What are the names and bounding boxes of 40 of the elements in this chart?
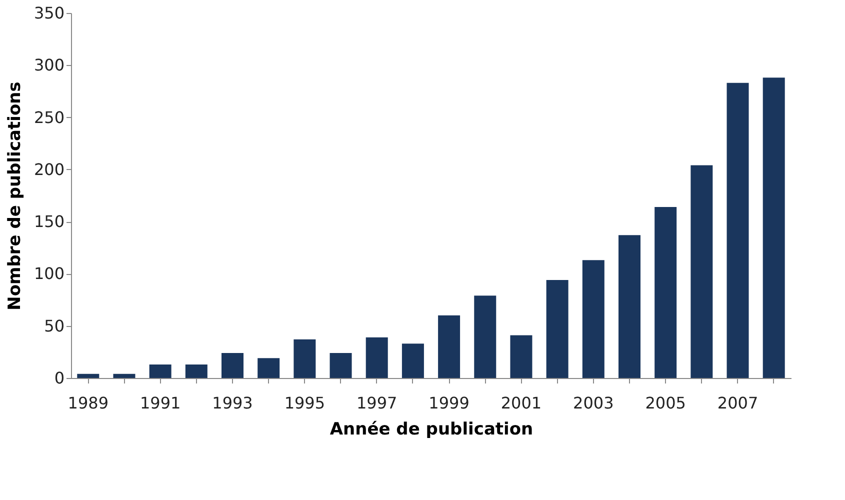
bar [402,344,424,378]
bar [438,315,460,378]
y-tick-label: 200 [34,160,64,179]
x-axis-title: Année de publication [330,420,534,440]
y-tick-label: 0 [54,368,64,388]
bar [474,296,496,378]
bar [294,339,316,378]
x-tick-label: 1999 [428,394,470,412]
x-tick-label: 2001 [500,394,542,412]
bar [582,260,604,378]
x-tick-label: 2005 [645,394,686,412]
y-tick-label: 300 [34,56,64,75]
bar [258,358,280,378]
bar [546,280,568,378]
bar [726,82,749,378]
bar [654,206,677,378]
bar [113,374,136,378]
y-tick-label: 350 [34,4,64,22]
bar [366,337,388,378]
bar [762,78,785,378]
bar [185,364,208,378]
x-tick-label: 1989 [68,394,108,412]
bar [149,364,172,378]
y-axis-title: Nombre de publications [4,82,25,310]
x-tick-label: 1995 [284,394,326,412]
bar [77,374,100,378]
bar [330,352,352,378]
x-tick-label: 1993 [212,394,253,412]
bar [222,352,244,378]
x-tick-label: 2003 [573,394,614,412]
x-tick-label: 1991 [140,394,181,412]
bar [618,235,640,378]
bar [690,165,713,378]
x-tick-label: 1997 [356,394,398,412]
y-tick-label: 50 [44,316,64,336]
y-tick-label: 250 [34,108,64,127]
x-tick-label: 2007 [717,394,758,412]
y-tick-label: 150 [34,212,64,232]
bar [510,335,532,378]
y-tick-label: 100 [34,264,64,284]
